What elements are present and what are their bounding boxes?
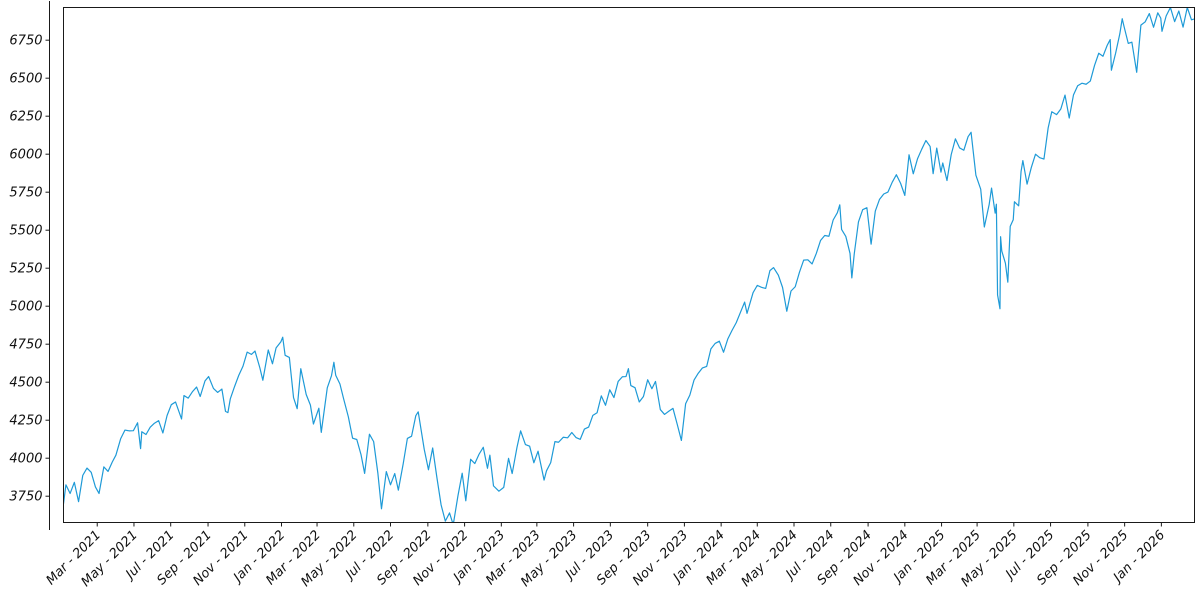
y-tick-label: 5250 bbox=[9, 262, 42, 277]
y-tick-label: 4250 bbox=[9, 414, 42, 429]
y-axis: 3750 4000 4250 4500 4750 5000 5250 5500 5750 6000… bbox=[9, 34, 50, 505]
y-tick-label: 5750 bbox=[9, 186, 42, 201]
y-tick-label: 4000 bbox=[9, 452, 42, 467]
y-tick-label: 6500 bbox=[9, 72, 42, 87]
y-tick-label: 5500 bbox=[9, 224, 42, 239]
y-tick-label: 5000 bbox=[9, 300, 42, 315]
y-tick-label: 6250 bbox=[9, 110, 42, 125]
price-line bbox=[63, 7, 1195, 523]
plot-border bbox=[63, 7, 1195, 523]
y-tick-label: 6750 bbox=[9, 34, 42, 49]
y-tick-label: 3750 bbox=[9, 490, 42, 505]
y-tick-label: 6000 bbox=[9, 148, 42, 163]
y-tick-label: 4750 bbox=[9, 338, 42, 353]
y-tick-label: 4500 bbox=[9, 376, 42, 391]
